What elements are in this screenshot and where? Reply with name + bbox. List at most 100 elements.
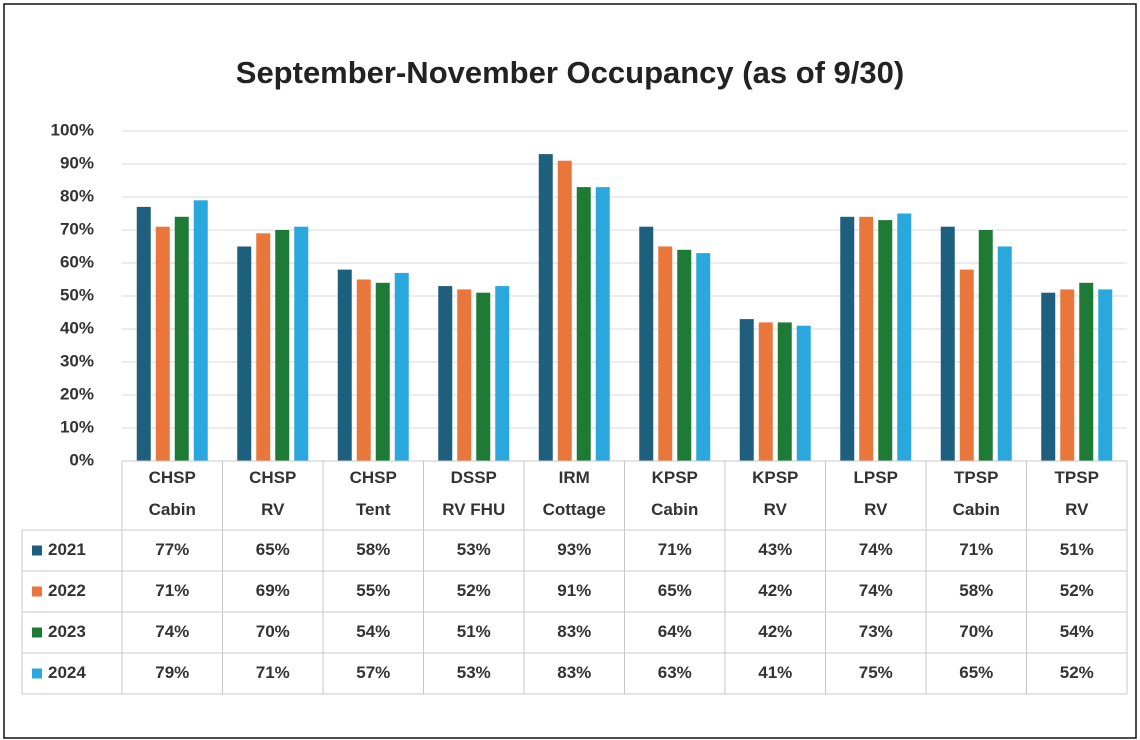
table-value: 58% [356, 540, 390, 559]
bar [739, 319, 754, 461]
legend-label: 2023 [48, 622, 86, 641]
bar [476, 292, 491, 461]
table-value: 65% [256, 540, 290, 559]
bar [538, 154, 553, 461]
table-value: 79% [155, 663, 189, 682]
table-value: 74% [155, 622, 189, 641]
table-value: 54% [1060, 622, 1094, 641]
bar [595, 187, 610, 461]
legend-swatch [32, 545, 42, 556]
legend-swatch [32, 668, 42, 679]
bar [677, 249, 692, 461]
bar [337, 269, 352, 461]
y-tick-label: 20% [60, 384, 94, 403]
x-tick-label: KPSP Cabin [651, 468, 698, 519]
y-tick-label: 30% [60, 351, 94, 370]
bar [1079, 282, 1094, 461]
x-tick-label: IRM Cottage [543, 468, 606, 519]
table-value: 52% [1060, 581, 1094, 600]
y-tick-label: 70% [60, 219, 94, 238]
legend-label: 2022 [48, 581, 86, 600]
table-value: 41% [758, 663, 792, 682]
bar [758, 322, 773, 461]
table-value: 70% [256, 622, 290, 641]
bar [294, 226, 309, 461]
bar [940, 226, 955, 461]
table-value: 52% [457, 581, 491, 600]
bar [275, 230, 290, 461]
bar [557, 160, 572, 461]
legend-swatch [32, 586, 42, 597]
table-value: 57% [356, 663, 390, 682]
table-value: 54% [356, 622, 390, 641]
bar [237, 246, 252, 461]
x-tick-label: TPSP RV [1055, 468, 1099, 519]
x-tick-label: DSSP RV FHU [442, 468, 505, 519]
table-value: 51% [1060, 540, 1094, 559]
bar [1060, 289, 1075, 461]
bar [256, 233, 271, 461]
y-tick-label: 10% [60, 417, 94, 436]
x-tick-label: KPSP RV [752, 468, 798, 519]
table-value: 52% [1060, 663, 1094, 682]
y-tick-label: 100% [51, 120, 94, 139]
y-tick-label: 60% [60, 252, 94, 271]
y-tick-label: 90% [60, 153, 94, 172]
table-value: 69% [256, 581, 290, 600]
table-value: 53% [457, 663, 491, 682]
table-value: 70% [959, 622, 993, 641]
table-value: 83% [557, 663, 591, 682]
table-value: 64% [658, 622, 692, 641]
table-value: 74% [859, 581, 893, 600]
table-value: 83% [557, 622, 591, 641]
table-value: 91% [557, 581, 591, 600]
table-value: 93% [557, 540, 591, 559]
table-value: 42% [758, 581, 792, 600]
bar [859, 216, 874, 461]
table-value: 42% [758, 622, 792, 641]
table-value: 71% [155, 581, 189, 600]
bar [375, 282, 390, 461]
bar [897, 213, 912, 461]
legend-label: 2021 [48, 540, 86, 559]
table-value: 65% [658, 581, 692, 600]
bar [1098, 289, 1113, 461]
bar [639, 226, 654, 461]
table-value: 75% [859, 663, 893, 682]
legend-swatch [32, 627, 42, 638]
legend-label: 2024 [48, 663, 86, 682]
bar [438, 286, 453, 461]
table-value: 63% [658, 663, 692, 682]
table-value: 43% [758, 540, 792, 559]
bar [840, 216, 855, 461]
x-tick-label: TPSP Cabin [953, 468, 1000, 519]
table-value: 53% [457, 540, 491, 559]
table-value: 65% [959, 663, 993, 682]
table-value: 55% [356, 581, 390, 600]
bar [796, 325, 811, 461]
bar [777, 322, 792, 461]
bar [495, 286, 510, 461]
chart-title: September-November Occupancy (as of 9/30… [236, 55, 904, 90]
table-value: 58% [959, 581, 993, 600]
bar [997, 246, 1012, 461]
x-tick-label: LPSP RV [854, 468, 898, 519]
bar [193, 200, 208, 462]
x-tick-label: CHSP Cabin [149, 468, 196, 519]
bar [696, 253, 711, 461]
table-value: 71% [658, 540, 692, 559]
y-tick-label: 40% [60, 318, 94, 337]
bar [457, 289, 472, 461]
y-tick-label: 80% [60, 186, 94, 205]
bar [155, 226, 170, 461]
table-value: 51% [457, 622, 491, 641]
table-value: 73% [859, 622, 893, 641]
bar [978, 230, 993, 461]
bar [356, 279, 371, 461]
table-value: 74% [859, 540, 893, 559]
bar [1041, 292, 1056, 461]
bar [576, 187, 591, 461]
x-tick-label: CHSP RV [249, 468, 296, 519]
bar [174, 216, 189, 461]
